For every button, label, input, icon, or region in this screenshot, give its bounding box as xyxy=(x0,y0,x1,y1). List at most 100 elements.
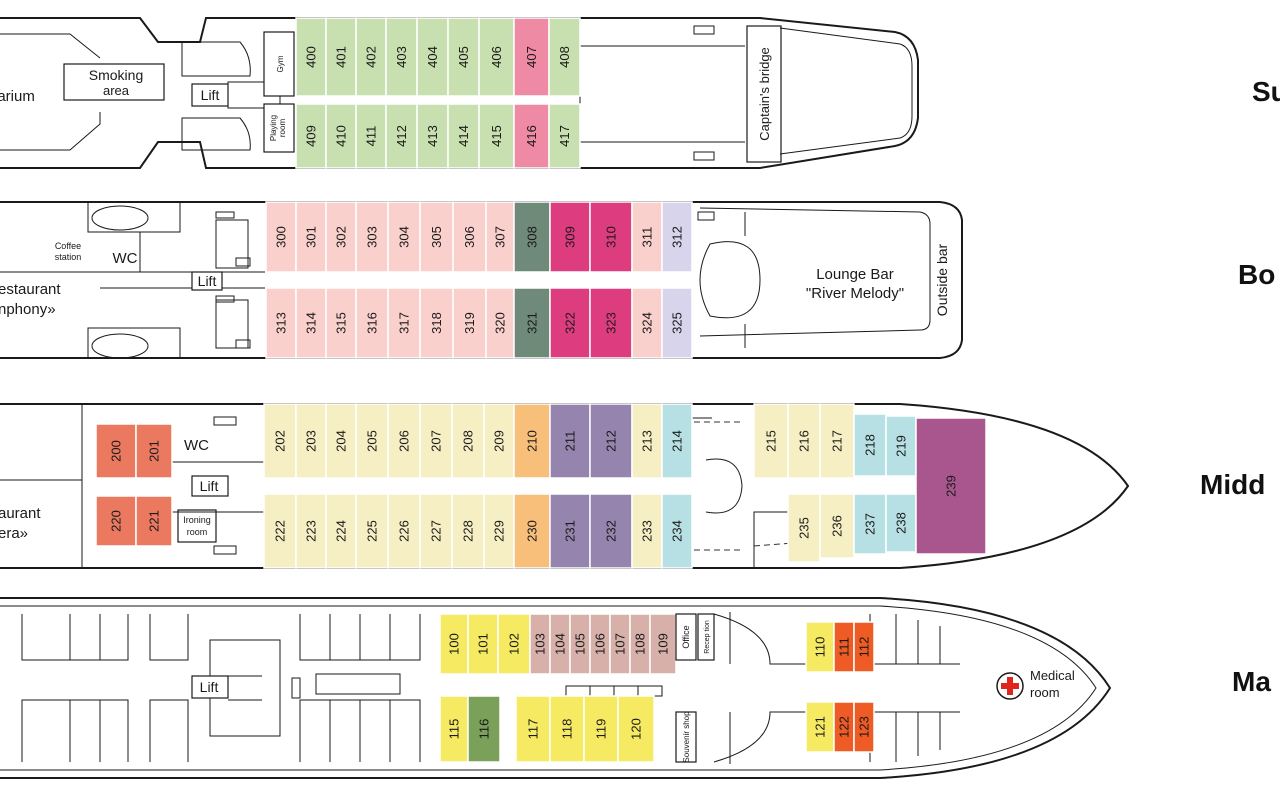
cabin-203-number: 203 xyxy=(304,430,319,452)
captains-bridge-label: Captain's bridge xyxy=(757,47,772,141)
cabin-221-number: 221 xyxy=(147,510,162,532)
sun-deck: 400 401 402 403 404 405 406 407 408 409 410 411 412 4… xyxy=(0,17,919,169)
cabin-109-fill xyxy=(649,613,677,675)
cabin-239: 239 xyxy=(915,417,987,555)
cabin-414-number: 414 xyxy=(456,125,471,147)
cabin-120-fill xyxy=(617,695,655,763)
cabin-230-fill xyxy=(513,493,551,569)
cabin-226-number: 226 xyxy=(397,520,412,542)
cabin-304-fill xyxy=(387,201,421,273)
cabin-224-number: 224 xyxy=(334,520,349,542)
cabin-117-fill xyxy=(515,695,551,763)
cabin-204-number: 204 xyxy=(334,430,349,452)
cabin-202-number: 202 xyxy=(273,430,288,452)
cabin-102-fill xyxy=(497,613,531,675)
cabin-302-fill xyxy=(325,201,357,273)
cabin-233: 233 xyxy=(631,493,663,569)
cabin-306-number: 306 xyxy=(462,226,477,248)
cabin-219: 219 xyxy=(885,415,917,477)
cabin-112: 112 xyxy=(853,621,875,673)
restaurant-opera-label-1: aurant xyxy=(0,505,41,522)
cabin-112-fill xyxy=(853,621,875,673)
cabin-411-fill xyxy=(355,103,387,169)
cabin-410: 410 xyxy=(325,103,357,169)
cabin-324-fill xyxy=(631,287,663,359)
cabin-233-number: 233 xyxy=(640,520,655,542)
souvenir-shop xyxy=(675,711,697,763)
cabin-308-number: 308 xyxy=(525,226,540,248)
cabin-222: 222 xyxy=(263,493,297,569)
cabin-100-number: 100 xyxy=(447,633,462,655)
ironing-label-1: Ironing xyxy=(183,515,211,525)
boat-wc-label: WC xyxy=(113,250,138,267)
cabin-105: 105 xyxy=(569,613,591,675)
cabin-216-number: 216 xyxy=(797,430,812,452)
cabin-203-fill xyxy=(295,403,327,479)
restaurant-symphony-label-2: nphony» xyxy=(0,301,56,318)
smoking-area xyxy=(63,63,165,101)
cabin-232-number: 232 xyxy=(604,520,619,542)
cabin-320-fill xyxy=(485,287,515,359)
cabin-406-fill xyxy=(478,17,515,97)
cabin-415-number: 415 xyxy=(489,125,504,147)
souvenir-label: Souvenir shop xyxy=(682,711,691,763)
restaurant-opera-label-2: era» xyxy=(0,525,28,542)
cabin-415: 415 xyxy=(478,103,515,169)
cabin-217-number: 217 xyxy=(830,430,845,452)
cabin-116-fill xyxy=(467,695,501,763)
cabin-227-number: 227 xyxy=(429,520,444,542)
cabin-214-number: 214 xyxy=(670,430,685,452)
cabin-319: 319 xyxy=(452,287,487,359)
cabin-316-fill xyxy=(355,287,389,359)
cabin-316-number: 316 xyxy=(365,312,380,334)
cabin-122: 122 xyxy=(833,701,855,753)
cabin-324: 324 xyxy=(631,287,663,359)
cabin-100: 100 xyxy=(439,613,469,675)
cabin-315-fill xyxy=(325,287,357,359)
cabin-103: 103 xyxy=(529,613,551,675)
cabin-214-fill xyxy=(661,403,693,479)
cabin-406: 406 xyxy=(478,17,515,97)
cabin-209: 209 xyxy=(483,403,515,479)
cabin-201-number: 201 xyxy=(147,440,162,462)
office-room xyxy=(675,613,697,661)
deck-name-main: Ma xyxy=(1232,666,1271,697)
deck-name-boat: Bo xyxy=(1238,259,1275,290)
deck-name-sun: Su xyxy=(1252,76,1280,107)
gym-room xyxy=(263,31,295,97)
cabin-210-number: 210 xyxy=(525,430,540,452)
cabin-411: 411 xyxy=(355,103,387,169)
cabin-239-fill xyxy=(915,417,987,555)
cabin-400: 400 xyxy=(295,17,327,97)
cabin-300: 300 xyxy=(265,201,297,273)
cabin-107-number: 107 xyxy=(613,633,628,655)
cabin-123-fill xyxy=(853,701,875,753)
cabin-309: 309 xyxy=(549,201,591,273)
cabin-321-fill xyxy=(513,287,551,359)
cabin-413: 413 xyxy=(416,103,449,169)
cabin-302-number: 302 xyxy=(334,226,349,248)
cabin-109: 109 xyxy=(649,613,677,675)
cabin-408-number: 408 xyxy=(557,46,572,68)
cabin-111-number: 111 xyxy=(837,637,852,657)
cabin-300-fill xyxy=(265,201,297,273)
cabin-407-fill xyxy=(513,17,550,97)
cabin-123: 123 xyxy=(853,701,875,753)
cabin-235-fill xyxy=(787,493,821,563)
cabin-405-fill xyxy=(447,17,480,97)
cabin-224-fill xyxy=(325,493,357,569)
cabin-213: 213 xyxy=(631,403,663,479)
cabin-318-number: 318 xyxy=(429,312,444,334)
cabin-206-number: 206 xyxy=(397,430,412,452)
cabin-101: 101 xyxy=(467,613,499,675)
cabin-231: 231 xyxy=(549,493,591,569)
office-label: Office xyxy=(681,625,691,648)
cabin-416: 416 xyxy=(513,103,550,169)
main-deck: 100 101 102 103 104 105 106 107 108 109 110 111 112 1… xyxy=(0,597,1112,779)
smoking-label-2: area xyxy=(103,83,130,98)
cabin-202-fill xyxy=(263,403,297,479)
cabin-317-number: 317 xyxy=(397,312,412,334)
cabin-110-number: 110 xyxy=(813,637,828,658)
cabin-104-number: 104 xyxy=(553,633,568,655)
cabin-406-number: 406 xyxy=(489,46,504,68)
